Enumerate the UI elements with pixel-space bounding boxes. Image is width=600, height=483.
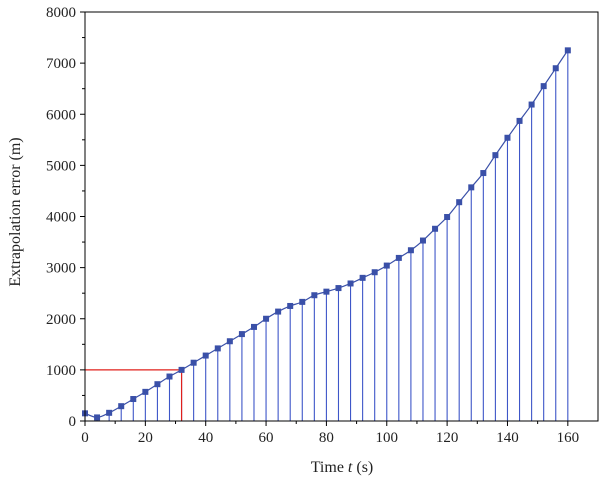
data-point-marker bbox=[311, 292, 318, 299]
data-point-marker bbox=[190, 359, 197, 366]
data-point-marker bbox=[540, 83, 547, 90]
y-tick-label: 8000 bbox=[46, 5, 76, 21]
x-tick-label: 0 bbox=[81, 430, 89, 446]
y-axis-title: Extrapolation error (m) bbox=[7, 137, 24, 286]
y-tick-label: 0 bbox=[69, 414, 77, 430]
x-axis-title-suffix: (s) bbox=[352, 459, 373, 476]
data-point-marker bbox=[444, 214, 451, 221]
data-point-marker bbox=[250, 323, 257, 330]
data-point-marker bbox=[335, 285, 342, 292]
y-tick-label: 4000 bbox=[46, 210, 76, 226]
data-point-marker bbox=[263, 315, 270, 322]
data-point-marker bbox=[142, 388, 149, 395]
x-tick-label: 160 bbox=[557, 430, 580, 446]
y-tick-label: 6000 bbox=[46, 107, 76, 123]
data-point-marker bbox=[154, 381, 161, 388]
data-point-marker bbox=[214, 345, 221, 352]
data-point-marker bbox=[130, 396, 137, 403]
data-point-marker bbox=[419, 237, 426, 244]
data-point-marker bbox=[275, 308, 282, 315]
data-point-marker bbox=[516, 117, 523, 124]
x-tick-label: 100 bbox=[376, 430, 399, 446]
y-tick-label: 3000 bbox=[46, 261, 76, 277]
axes bbox=[80, 11, 599, 426]
x-tick-label: 20 bbox=[138, 430, 153, 446]
x-tick-label: 40 bbox=[198, 430, 213, 446]
data-point-marker bbox=[94, 414, 101, 421]
data-point-marker bbox=[118, 403, 125, 410]
stems-layer bbox=[84, 50, 569, 421]
x-tick-label: 120 bbox=[436, 430, 459, 446]
data-point-marker bbox=[480, 170, 487, 177]
data-point-marker bbox=[383, 262, 390, 269]
data-point-marker bbox=[323, 288, 330, 295]
data-point-marker bbox=[468, 184, 475, 191]
data-point-marker bbox=[395, 254, 402, 261]
data-point-marker bbox=[287, 302, 294, 309]
data-point-marker bbox=[456, 199, 463, 206]
x-tick-label: 140 bbox=[496, 430, 519, 446]
data-point-marker bbox=[202, 352, 209, 359]
x-axis-title: Time t (s) bbox=[311, 459, 374, 476]
x-tick-label: 80 bbox=[319, 430, 334, 446]
y-tick-label: 7000 bbox=[46, 56, 76, 72]
data-point-marker bbox=[528, 101, 535, 108]
data-point-marker bbox=[407, 247, 414, 254]
guide-layer bbox=[85, 369, 183, 421]
data-point-marker bbox=[359, 274, 366, 281]
data-point-marker bbox=[226, 338, 233, 345]
data-point-marker bbox=[347, 280, 354, 287]
data-point-marker bbox=[552, 65, 559, 72]
y-tick-label: 1000 bbox=[46, 363, 76, 379]
data-point-marker bbox=[371, 269, 378, 276]
data-point-marker bbox=[238, 331, 245, 338]
data-point-marker bbox=[166, 373, 173, 380]
data-point-marker bbox=[106, 409, 113, 416]
markers-layer bbox=[82, 47, 571, 421]
x-axis-title-var: t bbox=[348, 459, 353, 476]
plot-frame bbox=[84, 11, 599, 422]
data-point-marker bbox=[299, 298, 306, 305]
data-point-marker bbox=[504, 134, 511, 141]
y-tick-label: 2000 bbox=[46, 312, 76, 328]
tick-labels: 0 1000 2000 3000 4000 5000 6000 7000 8000 0 20 40 60… bbox=[46, 5, 579, 446]
data-point-marker bbox=[492, 152, 499, 159]
x-axis-title-prefix: Time bbox=[311, 459, 348, 476]
data-point-marker bbox=[432, 225, 439, 232]
data-point-marker bbox=[564, 47, 571, 54]
x-tick-label: 60 bbox=[259, 430, 274, 446]
y-tick-label: 5000 bbox=[46, 158, 76, 174]
data-point-marker bbox=[178, 366, 185, 373]
